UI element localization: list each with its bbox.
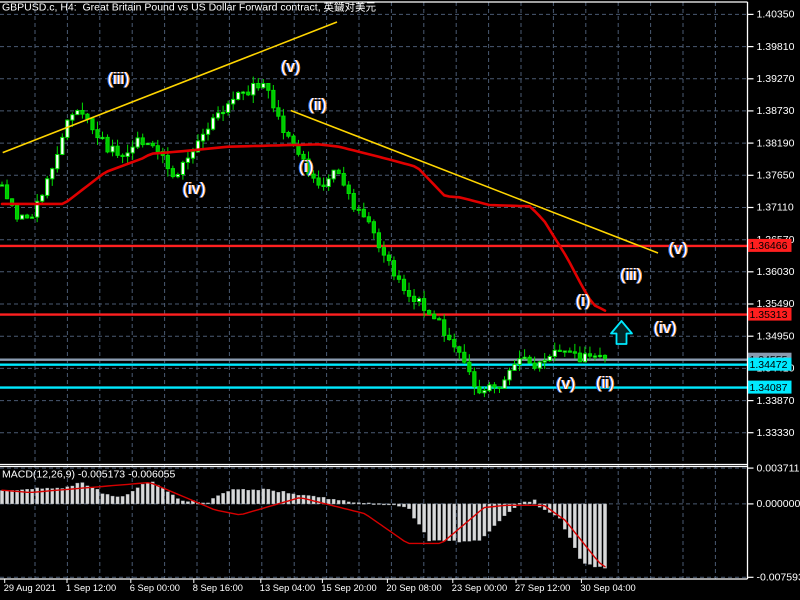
svg-text:1 Sep 12:00: 1 Sep 12:00 (66, 583, 116, 593)
svg-text:1.37650: 1.37650 (757, 170, 795, 182)
svg-text:(v): (v) (281, 58, 300, 76)
svg-text:8 Sep 16:00: 8 Sep 16:00 (193, 583, 243, 593)
svg-text:0.003711: 0.003711 (757, 462, 800, 474)
svg-text:23 Sep 00:00: 23 Sep 00:00 (452, 583, 507, 593)
svg-text:1.39810: 1.39810 (757, 41, 795, 53)
svg-text:1.36030: 1.36030 (757, 266, 795, 278)
svg-text:1.36466: 1.36466 (750, 240, 788, 252)
svg-text:1.35313: 1.35313 (750, 309, 788, 321)
svg-text:20 Sep 08:00: 20 Sep 08:00 (386, 583, 441, 593)
svg-text:1.34087: 1.34087 (750, 382, 788, 394)
svg-text:(iii): (iii) (108, 70, 130, 88)
svg-text:GBPUSD.c, H4: Great Britain P: GBPUSD.c, H4: Great Britain Pound vs US … (2, 1, 377, 14)
svg-text:MACD(12,26,9) -0.005173 -0.006: MACD(12,26,9) -0.005173 -0.006055 (2, 469, 176, 481)
svg-text:0.000000: 0.000000 (757, 498, 800, 510)
svg-text:(i): (i) (299, 158, 314, 176)
svg-text:1.40350: 1.40350 (757, 9, 795, 21)
svg-text:(ii): (ii) (596, 374, 614, 392)
svg-text:1.38190: 1.38190 (757, 137, 795, 149)
svg-text:1.34950: 1.34950 (757, 330, 795, 342)
svg-text:1.33330: 1.33330 (757, 427, 795, 439)
svg-text:6 Sep 00:00: 6 Sep 00:00 (130, 583, 180, 593)
svg-text:30 Sep 04:00: 30 Sep 04:00 (580, 583, 635, 593)
svg-text:27 Sep 12:00: 27 Sep 12:00 (515, 583, 570, 593)
svg-text:(iv): (iv) (183, 180, 206, 198)
svg-text:1.34472: 1.34472 (750, 359, 788, 371)
svg-text:(v): (v) (668, 240, 687, 258)
svg-text:29 Aug 2021: 29 Aug 2021 (4, 583, 56, 593)
svg-text:15 Sep 20:00: 15 Sep 20:00 (321, 583, 376, 593)
svg-text:1.37110: 1.37110 (757, 202, 794, 214)
svg-text:13 Sep 04:00: 13 Sep 04:00 (260, 583, 315, 593)
svg-text:(i): (i) (576, 292, 591, 310)
svg-text:(iv): (iv) (654, 319, 677, 337)
svg-text:-0.007593: -0.007593 (757, 572, 800, 584)
svg-text:1.38730: 1.38730 (757, 105, 795, 117)
svg-text:(ii): (ii) (308, 96, 326, 114)
svg-text:1.33870: 1.33870 (757, 395, 795, 407)
svg-text:(v): (v) (556, 375, 575, 393)
svg-text:(iii): (iii) (620, 266, 642, 284)
svg-text:1.39270: 1.39270 (757, 73, 795, 85)
